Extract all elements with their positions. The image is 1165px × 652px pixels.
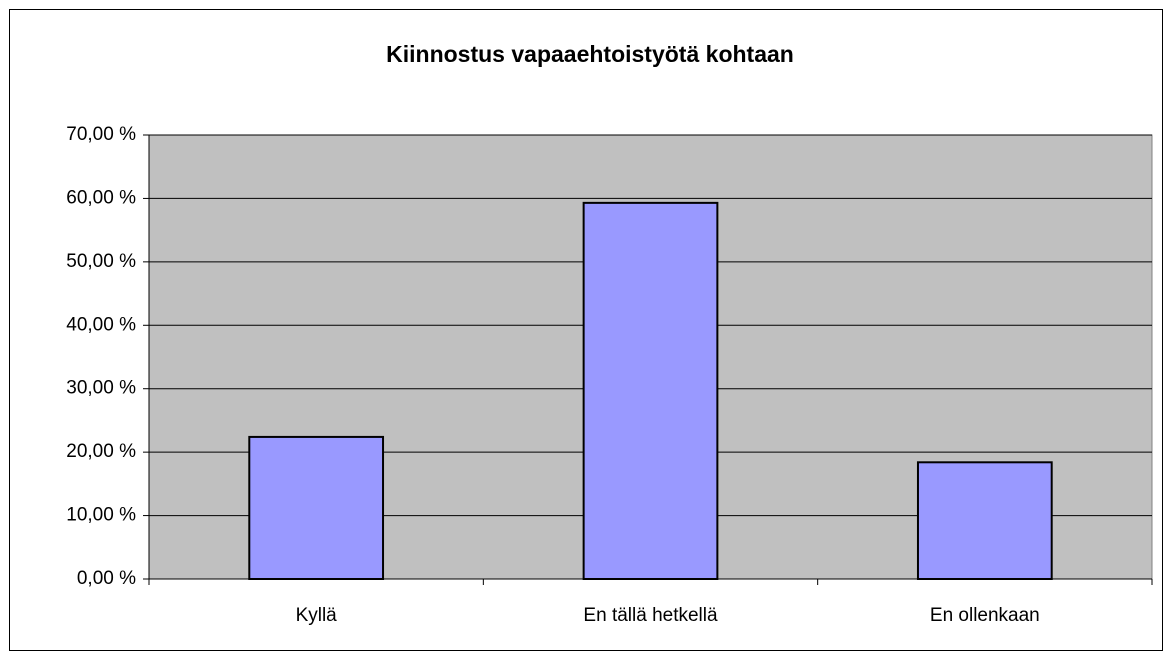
- y-tick-label: 20,00 %: [66, 441, 136, 462]
- y-tick-label: 40,00 %: [66, 314, 136, 335]
- y-tick-label: 70,00 %: [66, 124, 136, 145]
- chart-title: Kiinnostus vapaaehtoistyötä kohtaan: [386, 41, 794, 67]
- bar: [582, 201, 719, 581]
- y-tick-label: 50,00 %: [66, 251, 136, 272]
- y-tick-label: 60,00 %: [66, 187, 136, 208]
- x-tick-label: En ollenkaan: [930, 605, 1040, 626]
- x-tick-label: Kyllä: [296, 605, 338, 626]
- y-tick-label: 30,00 %: [66, 378, 136, 399]
- bar: [248, 435, 385, 581]
- y-tick-label: 10,00 %: [66, 505, 136, 526]
- x-tick-label: En tällä hetkellä: [583, 605, 718, 626]
- y-tick-label: 0,00 %: [77, 568, 136, 589]
- bar: [916, 461, 1053, 581]
